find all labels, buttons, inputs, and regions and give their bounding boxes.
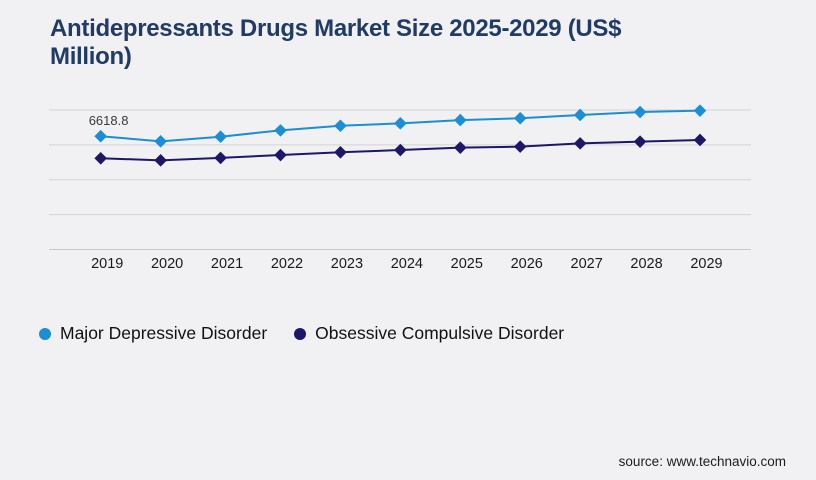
chart-title: Antidepressants Drugs Market Size 2025-2… <box>50 15 622 71</box>
diamond-marker-icon <box>693 133 707 147</box>
x-axis-tick: 2028 <box>630 256 662 272</box>
diamond-marker-icon <box>154 135 167 148</box>
legend-label: Obsessive Compulsive Disorder <box>315 323 565 343</box>
diamond-marker-icon <box>573 108 587 122</box>
diamond-marker-icon <box>334 145 347 159</box>
diamond-marker-icon <box>453 113 467 127</box>
x-axis-tick: 2020 <box>151 256 183 272</box>
diamond-marker-icon <box>394 117 407 130</box>
x-axis-tick: 2022 <box>271 256 303 272</box>
x-axis-tick: 2023 <box>331 256 363 272</box>
diamond-marker-icon <box>453 141 467 154</box>
diamond-marker-icon <box>513 111 527 125</box>
x-axis-tick: 2029 <box>690 256 722 272</box>
diamond-marker-icon <box>94 151 107 165</box>
diamond-marker-icon <box>274 124 287 137</box>
diamond-marker-icon <box>154 154 167 167</box>
diamond-marker-icon <box>633 135 647 148</box>
legend-dot-icon <box>39 327 51 340</box>
source-attribution: source: www.technavio.com <box>618 454 786 469</box>
x-axis-tick: 2027 <box>571 256 603 272</box>
legend-dot-icon <box>294 327 307 340</box>
diamond-marker-icon <box>94 129 107 143</box>
x-axis-tick: 2025 <box>451 256 483 272</box>
chart-legend: Major Depressive Disorder Obsessive Comp… <box>39 323 564 344</box>
x-axis-tick: 2024 <box>391 256 423 272</box>
diamond-marker-icon <box>394 143 407 157</box>
diamond-marker-icon <box>214 130 227 144</box>
market-size-line-chart: 2019 2020 2021 2022 2023 2024 2025 2026 2027 2028… <box>49 104 751 272</box>
legend-label: Major Depressive Disorder <box>60 323 268 343</box>
data-label: 6618.8 <box>89 113 129 128</box>
diamond-marker-icon <box>334 119 347 133</box>
legend-item-major-depressive-disorder: Major Depressive Disorder <box>39 323 267 344</box>
diamond-marker-icon <box>693 104 707 117</box>
diamond-marker-icon <box>573 137 587 150</box>
diamond-marker-icon <box>513 140 527 153</box>
diamond-marker-icon <box>274 148 287 162</box>
x-axis-tick: 2019 <box>91 256 123 272</box>
legend-item-obsessive-compulsive-disorder: Obsessive Compulsive Disorder <box>294 323 564 344</box>
diamond-marker-icon <box>214 151 227 165</box>
x-axis-tick: 2026 <box>511 256 543 272</box>
diamond-marker-icon <box>633 105 647 119</box>
x-axis-tick: 2021 <box>211 256 243 272</box>
